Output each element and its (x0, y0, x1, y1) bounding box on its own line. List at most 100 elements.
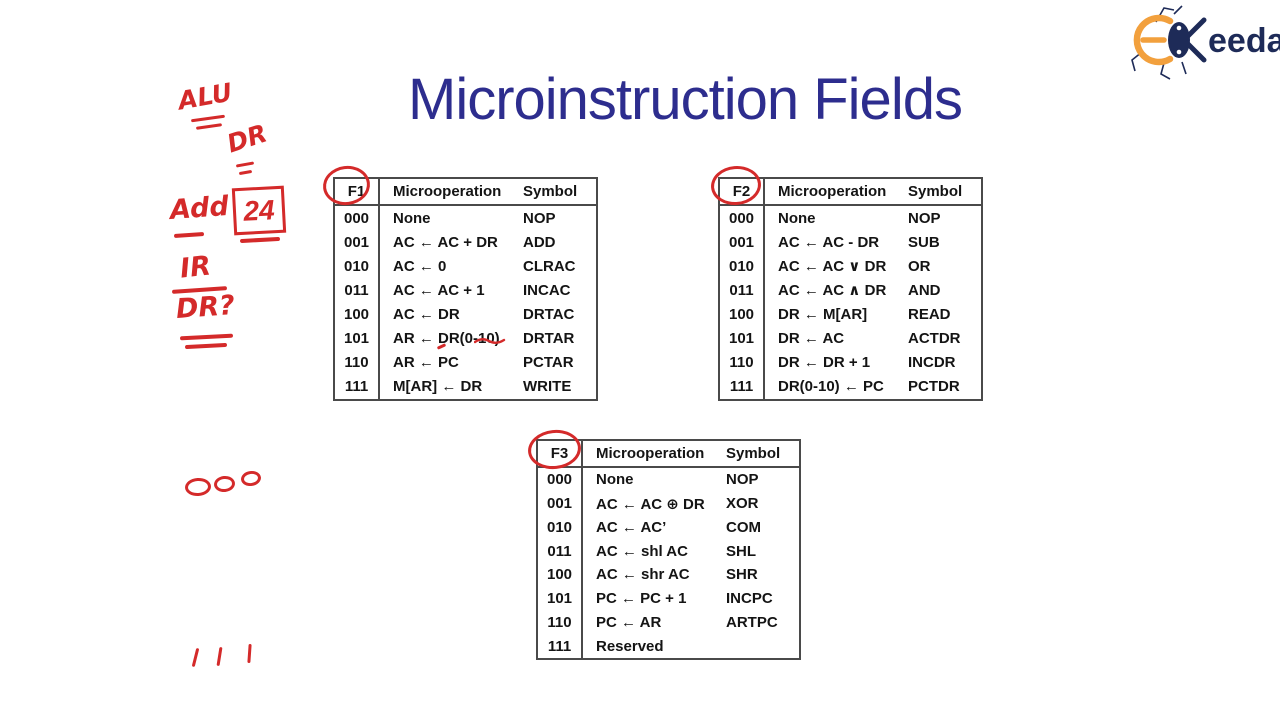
red-squiggle-underline (474, 338, 506, 344)
row-symbol: INCDR (908, 354, 956, 372)
table-row: 110 AR ← PC PCTAR (335, 350, 596, 375)
row-code: 001 (538, 491, 583, 516)
table-row: 100 AC ← shr AC SHR (538, 563, 799, 587)
table-row: 011 AC ← AC + 1 INCAC (335, 278, 596, 303)
row-microoperation: AC ← AC - DR (778, 233, 880, 251)
underline-mark (239, 236, 281, 243)
row-microoperation: AC ← 0 (393, 257, 447, 275)
row-code: 111 (720, 374, 765, 399)
row-code: 101 (720, 326, 765, 351)
handwritten-zero (184, 477, 212, 497)
table-row: 001 AC ← AC + DR ADD (335, 230, 596, 255)
row-microoperation: DR ← M[AR] (778, 306, 868, 324)
row-symbol: SHL (726, 542, 756, 560)
row-microoperation: M[AR] ← DR (393, 378, 483, 396)
row-symbol: PCTAR (523, 354, 574, 372)
row-code: 111 (335, 374, 380, 399)
column-microoperation: Microoperation (393, 183, 502, 200)
field-label: F3 (538, 441, 583, 466)
row-code: 011 (538, 539, 583, 563)
row-code: 101 (335, 326, 380, 351)
table-row: 001 AC ← AC ⊕ DR XOR (538, 491, 799, 516)
row-symbol: ARTPC (726, 613, 778, 631)
underline-mark (179, 333, 234, 341)
table-row: 111 DR(0-10) ← PC PCTDR (720, 374, 981, 399)
f1-table-header: F1 Microoperation Symbol (335, 179, 596, 206)
table-row: 001 AC ← AC - DR SUB (720, 230, 981, 255)
row-code: 000 (538, 468, 583, 492)
row-microoperation: AC ← AC’ (596, 518, 667, 536)
row-symbol: SHR (726, 566, 758, 584)
table-row: 101 AR ← DR(0-10) DRTAR (335, 326, 596, 351)
row-microoperation: None (393, 209, 431, 227)
table-row: 010 AC ← 0 CLRAC (335, 254, 596, 279)
column-symbol: Symbol (908, 183, 963, 200)
table-row: 110 PC ← AR ARTPC (538, 610, 799, 635)
row-symbol: OR (908, 257, 931, 275)
table-row: 000 None NOP (335, 206, 596, 231)
row-code: 100 (538, 563, 583, 587)
row-microoperation: DR ← AC (778, 330, 845, 348)
row-code: 101 (538, 586, 583, 611)
row-symbol: INCPC (726, 590, 773, 608)
row-microoperation: None (778, 209, 816, 227)
row-microoperation: PC ← PC + 1 (596, 590, 687, 608)
row-code: 111 (538, 634, 583, 658)
field-label: F1 (335, 179, 380, 204)
row-symbol: COM (726, 518, 761, 536)
row-code: 010 (720, 254, 765, 279)
handwritten-one (247, 643, 252, 664)
f3-table: F3 Microoperation Symbol 000 None NOP 001 AC… (536, 439, 801, 660)
table-row: 000 None NOP (720, 206, 981, 231)
row-symbol: SUB (908, 233, 940, 251)
row-code: 001 (720, 230, 765, 255)
handwritten-boxed-24: 24 (231, 185, 287, 236)
table-row: 110 DR ← DR + 1 INCDR (720, 350, 981, 375)
row-symbol: WRITE (523, 378, 572, 396)
row-code: 010 (538, 515, 583, 540)
row-symbol (726, 634, 799, 658)
row-microoperation: AC ← DR (393, 306, 460, 324)
row-code: 110 (335, 350, 380, 375)
row-code: 110 (720, 350, 765, 375)
row-symbol: PCTDR (908, 378, 960, 396)
underline-mark (235, 161, 255, 168)
row-microoperation: AC ← shr AC (596, 566, 690, 584)
row-symbol: ADD (523, 233, 556, 251)
brand-text: eeda (1208, 22, 1280, 60)
row-symbol: CLRAC (523, 257, 576, 275)
column-symbol: Symbol (726, 445, 781, 462)
row-microoperation: AR ← DR(0-10) (393, 330, 500, 348)
row-code: 011 (720, 278, 765, 303)
handwritten-zero (240, 469, 262, 488)
row-symbol: XOR (726, 495, 759, 513)
row-code: 000 (335, 206, 380, 231)
table-row: 101 PC ← PC + 1 INCPC (538, 586, 799, 611)
f2-table-header: F2 Microoperation Symbol (720, 179, 981, 206)
row-code: 010 (335, 254, 380, 279)
row-symbol: ACTDR (908, 330, 961, 348)
row-code: 100 (335, 302, 380, 327)
row-symbol: AND (908, 281, 941, 299)
row-code: 000 (720, 206, 765, 231)
row-symbol: READ (908, 306, 951, 324)
bug-icon: eeda (1131, 5, 1280, 80)
row-microoperation: DR(0-10) ← PC (778, 378, 884, 396)
row-microoperation: AC ← shl AC (596, 542, 688, 560)
column-microoperation: Microoperation (596, 445, 705, 462)
table-row: 100 AC ← DR DRTAC (335, 302, 596, 327)
handwritten-zero (213, 474, 236, 494)
row-microoperation: PC ← AR (596, 613, 662, 631)
row-microoperation: Reserved (596, 637, 664, 655)
table-row: 011 AC ← AC ∧ DR AND (720, 278, 981, 303)
row-symbol: DRTAC (523, 306, 575, 324)
underline-mark (173, 231, 205, 238)
row-microoperation: AC ← AC ∧ DR (778, 282, 887, 300)
row-microoperation: AR ← PC (393, 354, 459, 372)
underline-mark (184, 342, 228, 349)
ekeeda-logo: eeda (1112, 0, 1280, 84)
page-title: Microinstruction Fields (408, 67, 963, 132)
table-row: 010 AC ← AC’ COM (538, 515, 799, 540)
handwritten-one (191, 647, 200, 668)
